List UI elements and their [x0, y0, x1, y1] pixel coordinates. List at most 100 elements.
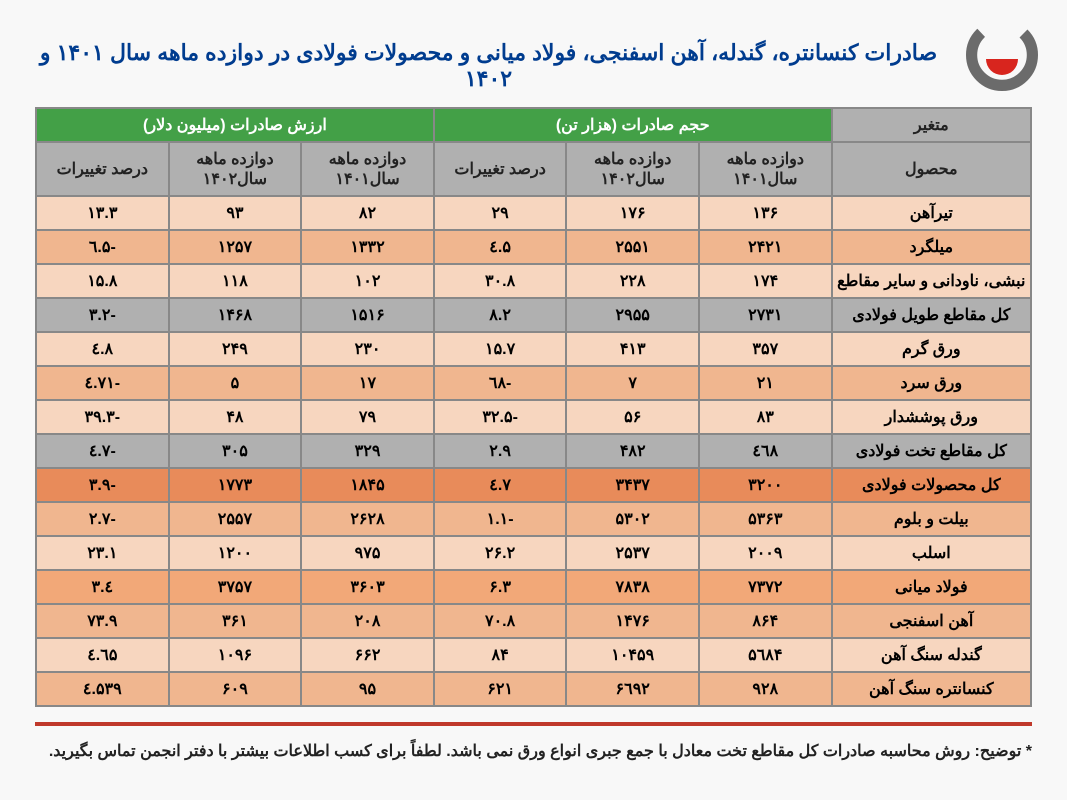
cell-product: ورق سرد	[832, 366, 1031, 400]
cell-vpct: ۶۲۱	[434, 672, 567, 706]
cell-apct: -۲.۷	[36, 502, 169, 536]
cell-a1401: ۱۳۳۲	[301, 230, 434, 264]
cell-v1401: ٤٦۸	[699, 434, 832, 468]
cell-product: تیرآهن	[832, 196, 1031, 230]
cell-vpct: ۳۰.۸	[434, 264, 567, 298]
cell-apct: -۷.٤	[36, 434, 169, 468]
cell-v1402: ۶٦۹۲	[566, 672, 699, 706]
cell-apct: -۳.۹	[36, 468, 169, 502]
cell-v1402: ۷	[566, 366, 699, 400]
cell-v1402: ۴۱۳	[566, 332, 699, 366]
cell-product: گندله سنگ آهن	[832, 638, 1031, 672]
cell-a1401: ۲۶۲۸	[301, 502, 434, 536]
cell-v1401: ۱۷۴	[699, 264, 832, 298]
cell-v1401: ۱۳۶	[699, 196, 832, 230]
cell-v1401: ۲۷۳۱	[699, 298, 832, 332]
table-row: آهن اسفنجی۸۶۴۱۴۷۶۷۰.۸۲۰۸۳۶۱۷۳.۹	[36, 604, 1031, 638]
cell-vpct: ۲۹	[434, 196, 567, 230]
cell-apct: -۳۹.۳	[36, 400, 169, 434]
header-val-1402: دوازده ماهه سال۱۴۰۲	[169, 142, 302, 196]
header-vol-pct: درصد تغییرات	[434, 142, 567, 196]
cell-v1401: ۵۳۶۳	[699, 502, 832, 536]
cell-a1402: ۴۸	[169, 400, 302, 434]
cell-v1401: ۲۱	[699, 366, 832, 400]
cell-a1401: ۲۳۰	[301, 332, 434, 366]
cell-product: کنسانتره سنگ آهن	[832, 672, 1031, 706]
table-row: ورق سرد۲۱۷-٦۸۱۷۵-۷۱.٤	[36, 366, 1031, 400]
footnote: * توضیح: روش محاسبه صادرات کل مقاطع تخت …	[0, 736, 1067, 766]
table-row: کل مقاطع طویل فولادی۲۷۳۱۲۹۵۵۸.۲۱۵۱۶۱۴۶۸-…	[36, 298, 1031, 332]
cell-apct: ۲۳.۱	[36, 536, 169, 570]
cell-vpct: ۷۰.۸	[434, 604, 567, 638]
cell-apct: ۱۵.۸	[36, 264, 169, 298]
cell-vpct: -۱.۱	[434, 502, 567, 536]
cell-a1401: ۲۰۸	[301, 604, 434, 638]
cell-product: کل مقاطع طویل فولادی	[832, 298, 1031, 332]
cell-apct: -۷۱.٤	[36, 366, 169, 400]
cell-a1402: ۹۳	[169, 196, 302, 230]
cell-product: میلگرد	[832, 230, 1031, 264]
table-row: گندله سنگ آهن۵٦۸۴۱۰۴۵۹۸۴۶۶۲۱۰۹۶٦۵.٤	[36, 638, 1031, 672]
cell-apct: ٦۵.٤	[36, 638, 169, 672]
cell-product: ورق پوششدار	[832, 400, 1031, 434]
cell-v1402: ۲۵۳۷	[566, 536, 699, 570]
cell-product: فولاد میانی	[832, 570, 1031, 604]
cell-a1402: ۲۴۹	[169, 332, 302, 366]
table-row: کنسانتره سنگ آهن۹۲۸۶٦۹۲۶۲۱۹۵۶۰۹۵۳۹.٤	[36, 672, 1031, 706]
cell-v1401: ۵٦۸۴	[699, 638, 832, 672]
cell-vpct: ۱۵.۷	[434, 332, 567, 366]
cell-a1401: ۹۵	[301, 672, 434, 706]
table-row: اسلب۲۰۰۹۲۵۳۷۲۶.۲۹۷۵۱۲۰۰۲۳.۱	[36, 536, 1031, 570]
table-row: کل مقاطع تخت فولادی٤٦۸۴۸۲۲.۹۳۲۹۳۰۵-۷.٤	[36, 434, 1031, 468]
cell-a1402: ۱۱۸	[169, 264, 302, 298]
cell-v1401: ۳۲۰۰	[699, 468, 832, 502]
cell-v1401: ۸۳	[699, 400, 832, 434]
cell-v1402: ۵۶	[566, 400, 699, 434]
cell-apct: -۵.٦	[36, 230, 169, 264]
cell-vpct: -٦۸	[434, 366, 567, 400]
cell-v1402: ۱۰۴۵۹	[566, 638, 699, 672]
cell-product: آهن اسفنجی	[832, 604, 1031, 638]
table-row: بیلت و بلوم۵۳۶۳۵۳۰۲-۱.۱۲۶۲۸۲۵۵۷-۲.۷	[36, 502, 1031, 536]
cell-a1402: ۵	[169, 366, 302, 400]
cell-a1401: ۶۶۲	[301, 638, 434, 672]
header-variable: متغیر	[832, 108, 1031, 142]
header-vol-1401: دوازده ماهه سال۱۴۰۱	[699, 142, 832, 196]
cell-a1401: ۳۲۹	[301, 434, 434, 468]
cell-v1402: ۱۴۷۶	[566, 604, 699, 638]
cell-a1402: ۱۰۹۶	[169, 638, 302, 672]
cell-v1402: ۱۷۶	[566, 196, 699, 230]
table-row: ورق گرم۳۵۷۴۱۳۱۵.۷۲۳۰۲۴۹۸.٤	[36, 332, 1031, 366]
cell-v1401: ۸۶۴	[699, 604, 832, 638]
cell-vpct: ۷.٤	[434, 468, 567, 502]
table-row: نبشی، ناودانی و سایر مقاطع۱۷۴۲۲۸۳۰.۸۱۰۲۱…	[36, 264, 1031, 298]
cell-vpct: ۲۶.۲	[434, 536, 567, 570]
logo	[962, 15, 1042, 95]
cell-v1402: ۲۹۵۵	[566, 298, 699, 332]
cell-v1402: ۳۴۳۷	[566, 468, 699, 502]
cell-v1401: ۹۲۸	[699, 672, 832, 706]
cell-vpct: ۸۴	[434, 638, 567, 672]
cell-a1402: ۱۷۷۳	[169, 468, 302, 502]
cell-v1401: ۳۵۷	[699, 332, 832, 366]
export-table-wrap: متغیر حجم صادرات (هزار تن) ارزش صادرات (…	[0, 107, 1067, 707]
cell-a1402: ۳۶۱	[169, 604, 302, 638]
cell-a1401: ۳۶۰۳	[301, 570, 434, 604]
header-volume-group: حجم صادرات (هزار تن)	[434, 108, 832, 142]
cell-product: کل محصولات فولادی	[832, 468, 1031, 502]
cell-v1402: ۲۲۸	[566, 264, 699, 298]
table-row: ورق پوششدار۸۳۵۶-۳۲.۵۷۹۴۸-۳۹.۳	[36, 400, 1031, 434]
cell-a1401: ۱۸۴۵	[301, 468, 434, 502]
cell-v1402: ۲۵۵۱	[566, 230, 699, 264]
cell-v1402: ۷۸۳۸	[566, 570, 699, 604]
cell-a1401: ۹۷۵	[301, 536, 434, 570]
cell-a1402: ۲۵۵۷	[169, 502, 302, 536]
cell-a1402: ۶۰۹	[169, 672, 302, 706]
page-title: صادرات کنسانتره، گندله، آهن اسفنجی، فولا…	[0, 0, 1067, 107]
cell-a1402: ۱۴۶۸	[169, 298, 302, 332]
cell-a1401: ۸۲	[301, 196, 434, 230]
header-product: محصول	[832, 142, 1031, 196]
cell-apct: ٤.۳	[36, 570, 169, 604]
cell-a1401: ۱۷	[301, 366, 434, 400]
cell-a1401: ۱۵۱۶	[301, 298, 434, 332]
